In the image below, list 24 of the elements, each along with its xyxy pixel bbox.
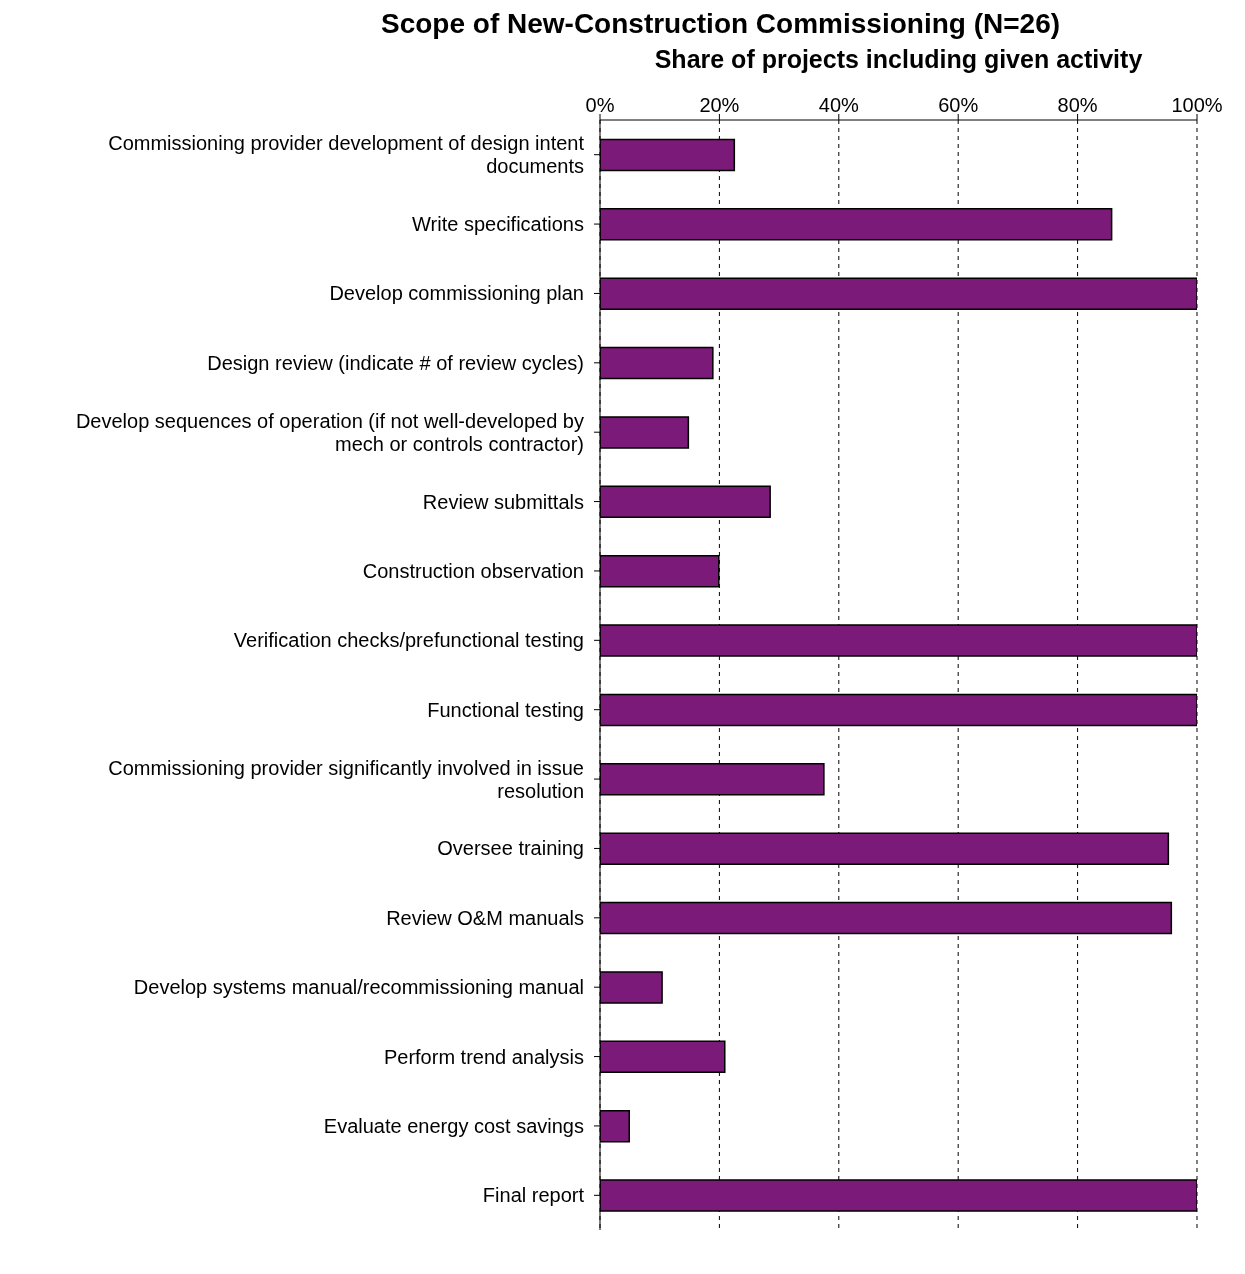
y-tick-label: Final report (482, 1184, 585, 1207)
y-tick-label: Develop systems manual/recommissioning manual (133, 976, 584, 999)
y-tick-label: Review submittals (422, 490, 584, 513)
x-axis-title: Share of projects including given activity (654, 44, 1143, 73)
x-tick-label: 0% (585, 94, 615, 116)
x-tick-label: 40% (818, 94, 860, 116)
y-tick-label: Write specifications (412, 213, 584, 236)
x-tick-label: 60% (938, 94, 979, 116)
y-tick-label: Develop commissioning plan (329, 282, 584, 305)
y-tick-label: Perform trend analysis (383, 1045, 584, 1068)
x-tick-label: 20% (699, 94, 740, 116)
y-tick-label: Evaluate energy cost savings (323, 1114, 584, 1137)
y-tick-label: Commissioning provider development of design intent documents (108, 132, 585, 178)
chart-title: Scope of New-Construction Commissioning (N=26) (379, 8, 1062, 40)
y-tick-label: Review O&M manuals (386, 906, 584, 929)
y-tick-label: Develop sequences of operation (if not well-developed by mech or controls contractor) (75, 409, 584, 455)
y-tick-label: Construction observation (362, 559, 584, 582)
y-tick-label: Design review (indicate # of review cycles) (207, 351, 584, 374)
y-tick-label: Oversee training (437, 837, 584, 860)
x-tick-label: 100% (1171, 94, 1223, 116)
y-tick-label: Functional testing (427, 698, 584, 721)
y-tick-label: Commissioning provider significantly involved in issue resolution (108, 756, 584, 802)
y-tick-label: Verification checks/prefunctional testing (233, 629, 584, 652)
x-tick-label: 80% (1057, 94, 1098, 116)
